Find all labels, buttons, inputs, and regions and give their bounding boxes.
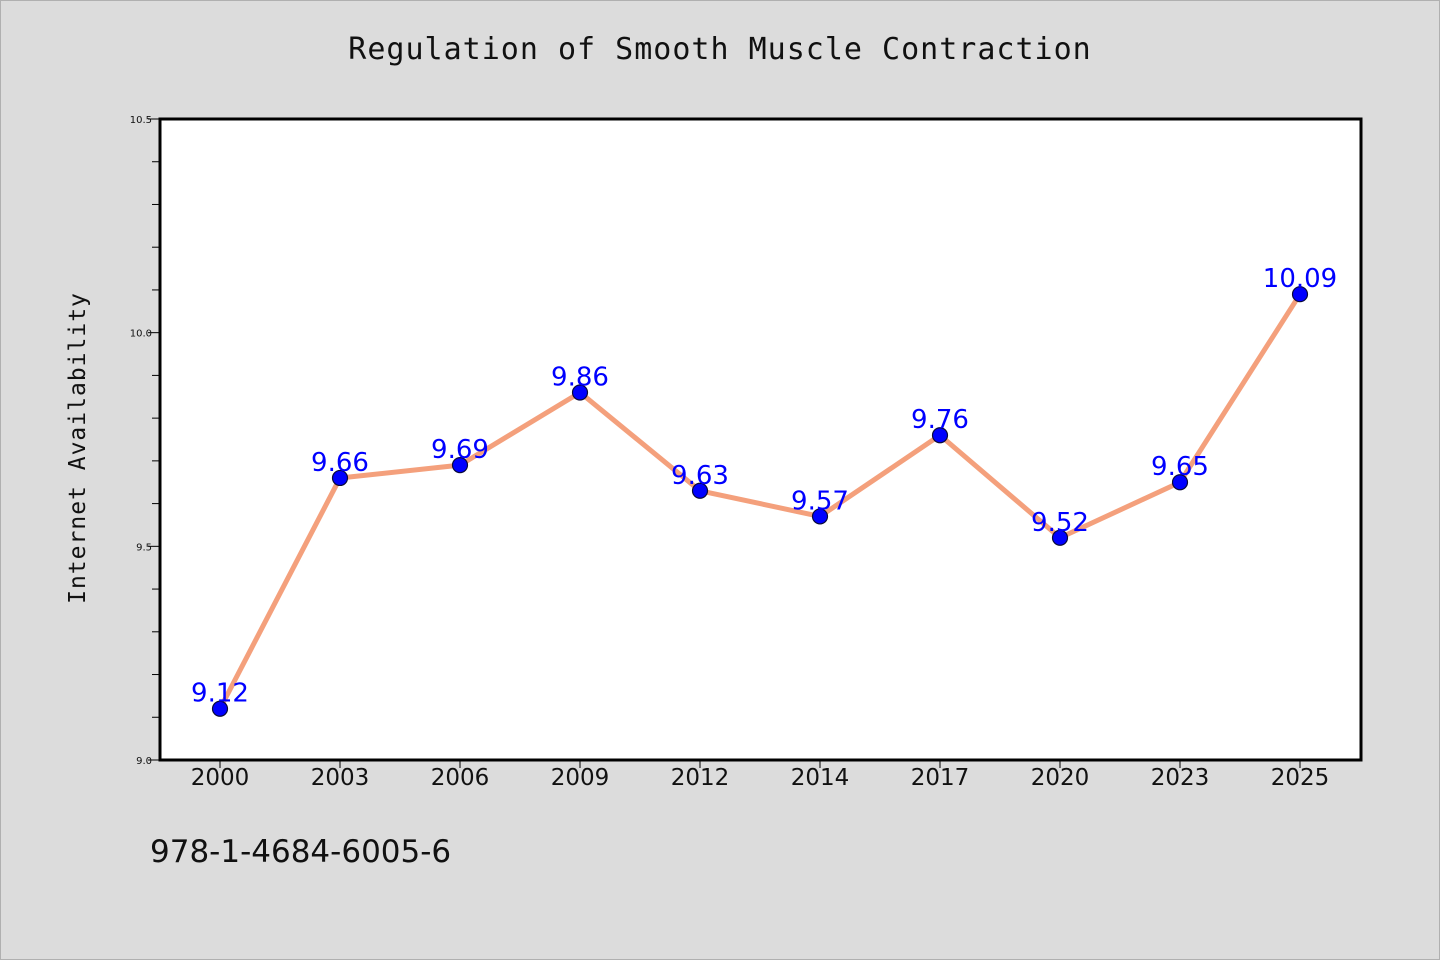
x-tick-label: 2003 — [311, 765, 370, 791]
data-point — [1171, 474, 1189, 491]
y-tick-label: 10.0 — [130, 329, 152, 340]
data-label: 9.66 — [311, 448, 369, 478]
data-point — [1051, 529, 1069, 546]
x-tick-label: 2014 — [791, 765, 850, 791]
series-line-group — [217, 291, 1303, 712]
data-label: 9.63 — [671, 461, 729, 491]
data-point — [571, 384, 589, 401]
series-points-group — [211, 286, 1309, 717]
x-tick-label: 2006 — [431, 765, 490, 791]
data-labels-group: 9.12 9.66 9.69 9.86 9.63 9.57 9.76 9.52 9.65 10.0… — [191, 264, 1337, 709]
x-tick-label: 2020 — [1031, 765, 1090, 791]
y-axis-label: Internet Availability — [65, 292, 91, 604]
data-point — [811, 508, 829, 525]
x-tick-label: 2012 — [671, 765, 730, 791]
x-tick-label: 2000 — [191, 765, 250, 791]
y-tick-label: 10.5 — [130, 115, 152, 126]
series-line — [217, 291, 1303, 712]
data-label: 9.52 — [1031, 508, 1089, 538]
data-point — [931, 427, 949, 444]
y-tick-label: 9.5 — [136, 542, 152, 553]
plot-area — [158, 117, 1363, 762]
y-tick-label: 9.0 — [136, 756, 152, 767]
data-label: 9.12 — [191, 679, 249, 709]
footer-isbn: 978-1-4684-6005-6 — [150, 834, 452, 870]
data-point — [211, 700, 229, 717]
data-label: 9.69 — [431, 435, 489, 465]
x-tick-label: 2025 — [1271, 765, 1330, 791]
y-axis: 9.0 9.5 10.0 10.5 — [130, 115, 159, 767]
data-label: 9.57 — [791, 486, 849, 516]
data-label: 9.65 — [1151, 452, 1209, 482]
data-label: 9.86 — [551, 362, 609, 392]
chart-title: Regulation of Smooth Muscle Contraction — [348, 32, 1092, 67]
x-axis: 2000 2003 2006 2009 2012 2014 2017 2020 2023 2025 — [191, 761, 1330, 791]
x-tick-label: 2009 — [551, 765, 610, 791]
x-tick-label: 2017 — [911, 765, 970, 791]
data-label: 9.76 — [911, 405, 969, 435]
data-point — [1291, 286, 1309, 303]
data-label: 10.09 — [1263, 264, 1337, 294]
data-point — [451, 457, 469, 474]
x-tick-label: 2023 — [1151, 765, 1210, 791]
data-point — [331, 469, 349, 487]
data-point — [691, 482, 709, 499]
